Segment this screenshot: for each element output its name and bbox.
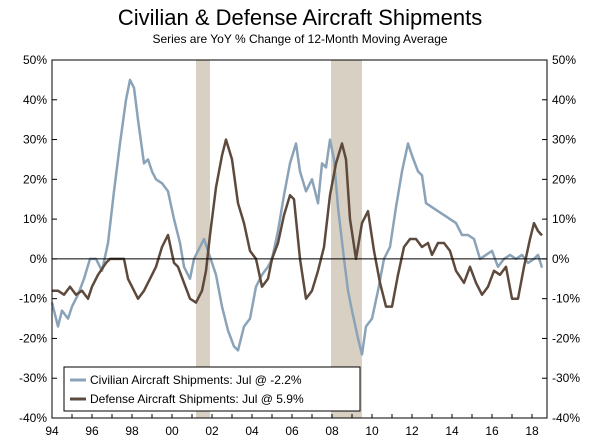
y-tick-label-right: -10% <box>552 292 580 306</box>
y-tick-label-right: -20% <box>552 331 580 345</box>
y-tick-label-right: -40% <box>552 411 580 425</box>
y-tick-label-left: -30% <box>19 371 47 385</box>
y-tick-label-left: 0% <box>30 252 48 266</box>
chart-subtitle: Series are YoY % Change of 12-Month Movi… <box>152 32 447 46</box>
series-lines <box>50 78 544 356</box>
y-tick-label-left: -10% <box>19 292 47 306</box>
y-tick-label-left: 40% <box>23 93 47 107</box>
legend-label-1: Defense Aircraft Shipments: Jul @ 5.9% <box>90 392 304 406</box>
x-tick-label: 12 <box>405 424 419 438</box>
x-tick-label: 02 <box>205 424 219 438</box>
x-axis: 94 96 98 00 02 04 06 08 10 12 14 16 18 <box>45 414 539 438</box>
y-tick-label-right: 50% <box>552 53 576 67</box>
series-line-0 <box>50 78 544 356</box>
plot-frame <box>51 59 548 419</box>
y-tick-label-right: -30% <box>552 371 580 385</box>
legend: Civilian Aircraft Shipments: Jul @ -2.2%… <box>63 366 361 412</box>
y-tick-label-left: -20% <box>19 331 47 345</box>
y-tick-label-right: 10% <box>552 212 576 226</box>
y-tick-label-right: 0% <box>552 252 570 266</box>
x-tick-label: 14 <box>445 424 459 438</box>
legend-label-0: Civilian Aircraft Shipments: Jul @ -2.2% <box>90 373 302 387</box>
recession-bands <box>196 60 362 418</box>
x-tick-label: 04 <box>245 424 259 438</box>
x-tick-label: 08 <box>325 424 339 438</box>
y-tick-label-left: 30% <box>23 133 47 147</box>
x-tick-label: 16 <box>485 424 499 438</box>
y-tick-label-left: 10% <box>23 212 47 226</box>
x-tick-label: 00 <box>165 424 179 438</box>
x-tick-label: 06 <box>285 424 299 438</box>
series-line-1 <box>52 138 543 308</box>
x-tick-label: 98 <box>125 424 139 438</box>
x-tick-label: 10 <box>365 424 379 438</box>
y-tick-label-right: 20% <box>552 172 576 186</box>
y-tick-label-left: 50% <box>23 53 47 67</box>
x-tick-label: 94 <box>45 424 59 438</box>
y-tick-label-right: 40% <box>552 93 576 107</box>
y-axis: -40% -40% -30% -30% -20% -20% -10% -10% 0% 0% 10% 1… <box>19 53 580 425</box>
legend-box <box>63 366 361 412</box>
x-tick-label: 18 <box>525 424 539 438</box>
x-tick-label: 96 <box>85 424 99 438</box>
recession-band <box>331 60 362 418</box>
y-tick-label-left: -40% <box>19 411 47 425</box>
chart-title: Civilian & Defense Aircraft Shipments <box>118 5 482 30</box>
y-tick-label-left: 20% <box>23 172 47 186</box>
y-tick-label-right: 30% <box>552 133 576 147</box>
